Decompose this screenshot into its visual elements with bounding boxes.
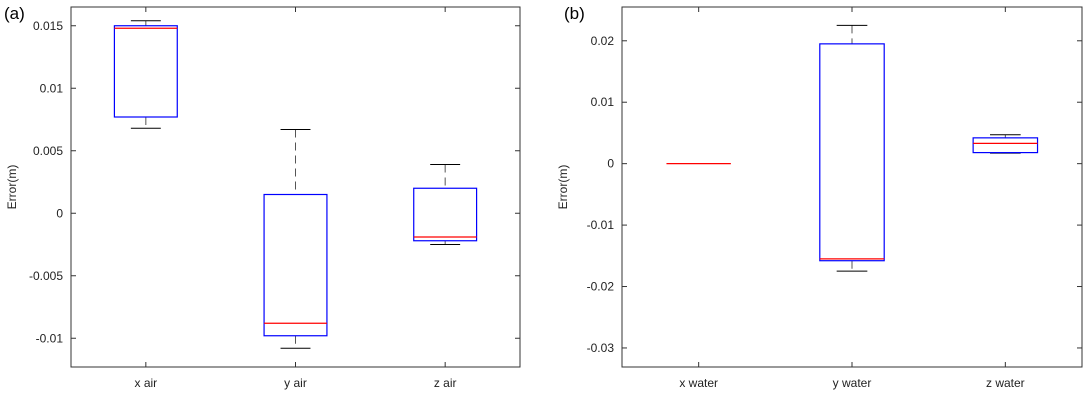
y-axis-label: Error(m)	[5, 165, 19, 210]
plot-frame	[621, 6, 1083, 368]
boxplot-water: 0.02 0.01 0 -0.01 -0.02 -0.03 Error(m) x water y…	[556, 6, 1083, 390]
panel-label: (a)	[4, 4, 25, 23]
box-y-water	[819, 43, 885, 262]
x-tick-label: x water	[679, 376, 718, 390]
x-tick-label: z water	[986, 376, 1025, 390]
x-tick-label: y air	[284, 376, 307, 390]
y-axis-label: Error(m)	[556, 165, 570, 210]
y-tick-label: 0	[56, 206, 63, 220]
chart-panel-a: (a) 0.015 0.01 0.005 0 -0.005 -0.01 Error(m) x …	[0, 0, 540, 393]
x-tick-label: y water	[833, 376, 872, 390]
x-tick-label: z air	[434, 376, 457, 390]
boxplot-air: 0.015 0.01 0.005 0 -0.005 -0.01 Error(m) x air y…	[5, 6, 521, 390]
y-tick-label: -0.005	[29, 269, 63, 283]
chart-panel-b: (b) 0.02 0.01 0 -0.01 -0.02 -0.03 Error(m) x wa…	[556, 0, 1092, 393]
x-tick-label: x air	[134, 376, 157, 390]
box-y-air	[263, 193, 328, 337]
y-tick-label: 0.005	[33, 144, 63, 158]
y-tick-label: -0.01	[587, 218, 615, 232]
box-x-air	[113, 25, 178, 118]
box-z-water	[972, 137, 1039, 154]
y-tick-label: 0.01	[591, 95, 615, 109]
y-tick-label: -0.01	[36, 331, 64, 345]
y-tick-label: 0.015	[33, 19, 63, 33]
y-tick-label: -0.02	[587, 280, 615, 294]
y-tick-label: -0.03	[587, 341, 615, 355]
box-z-air	[413, 187, 478, 242]
panel-label: (b)	[564, 4, 585, 23]
y-tick-label: 0.02	[591, 34, 615, 48]
y-tick-label: 0	[607, 157, 614, 171]
y-tick-label: 0.01	[40, 81, 64, 95]
